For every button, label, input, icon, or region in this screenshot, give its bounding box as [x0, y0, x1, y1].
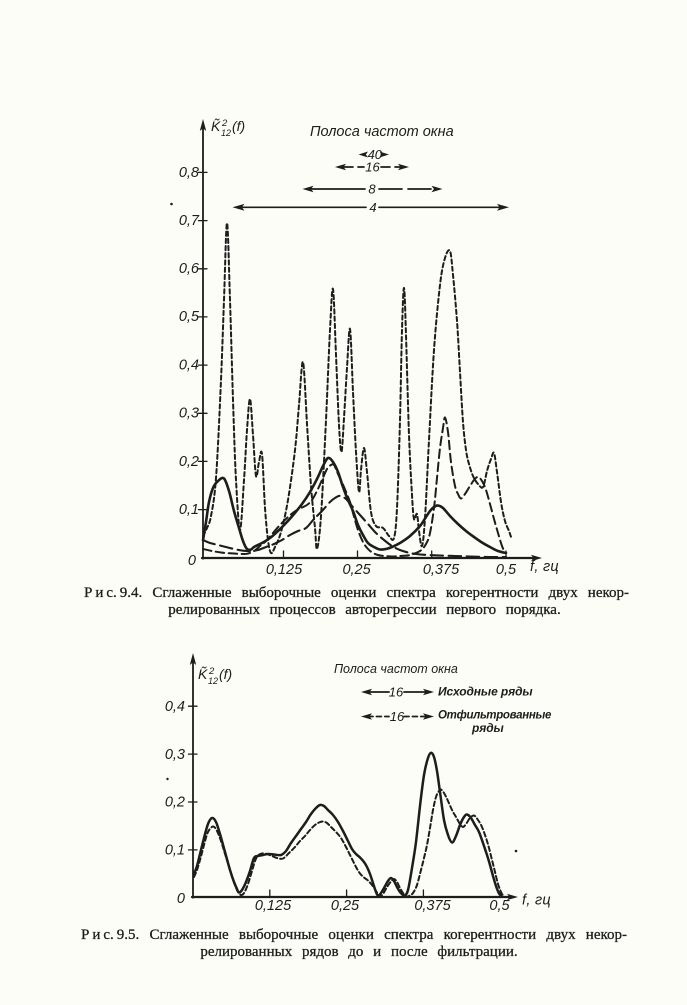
svg-text:16: 16 [390, 709, 405, 724]
svg-text:8: 8 [368, 182, 376, 197]
svg-text:12: 12 [221, 128, 231, 138]
svg-text:0,2: 0,2 [179, 454, 199, 470]
svg-text:Отфильтрованные: Отфильтрованные [438, 710, 552, 722]
svg-text:Исходные ряды: Исходные ряды [438, 685, 533, 699]
svg-text:K̃: K̃ [198, 666, 208, 682]
svg-text:16: 16 [365, 160, 380, 175]
svg-text:0,5: 0,5 [489, 898, 510, 914]
svg-text:K̃: K̃ [211, 118, 221, 134]
svg-text:0,4: 0,4 [165, 699, 185, 715]
svg-text:2: 2 [221, 118, 228, 129]
svg-text:Полоса частот окна: Полоса частот окна [334, 662, 458, 676]
svg-text:12: 12 [208, 676, 218, 686]
svg-text:Полоса частот окна: Полоса частот окна [310, 124, 454, 140]
svg-text:0,25: 0,25 [342, 562, 371, 578]
svg-text:0,5: 0,5 [496, 562, 517, 578]
svg-text:4: 4 [369, 200, 376, 215]
svg-text:0,8: 0,8 [179, 165, 199, 181]
svg-text:0,4: 0,4 [179, 358, 199, 374]
svg-text:0,375: 0,375 [423, 562, 460, 578]
svg-text:0,7: 0,7 [179, 213, 200, 229]
svg-text:40: 40 [368, 147, 383, 162]
svg-text:0: 0 [188, 553, 196, 569]
svg-text:2: 2 [208, 666, 215, 677]
svg-text:0,3: 0,3 [165, 747, 185, 763]
svg-text:0,125: 0,125 [266, 562, 303, 578]
svg-text:0,5: 0,5 [179, 309, 200, 325]
svg-text:0,1: 0,1 [165, 843, 185, 859]
svg-text:0,1: 0,1 [179, 502, 199, 518]
svg-text:0,6: 0,6 [179, 261, 200, 277]
svg-text:0,375: 0,375 [414, 898, 451, 914]
svg-text:(f): (f) [232, 118, 245, 134]
svg-text:0,125: 0,125 [255, 898, 292, 914]
svg-text:f, гц: f, гц [522, 893, 551, 909]
svg-text:(f): (f) [219, 666, 232, 682]
svg-text:0,25: 0,25 [331, 898, 360, 914]
svg-text:0,3: 0,3 [179, 406, 199, 422]
svg-text:16: 16 [389, 685, 404, 700]
svg-text:f, гц: f, гц [530, 559, 559, 575]
svg-text:ряды: ряды [471, 721, 505, 735]
svg-text:0: 0 [177, 891, 185, 907]
svg-text:0,2: 0,2 [165, 795, 185, 811]
